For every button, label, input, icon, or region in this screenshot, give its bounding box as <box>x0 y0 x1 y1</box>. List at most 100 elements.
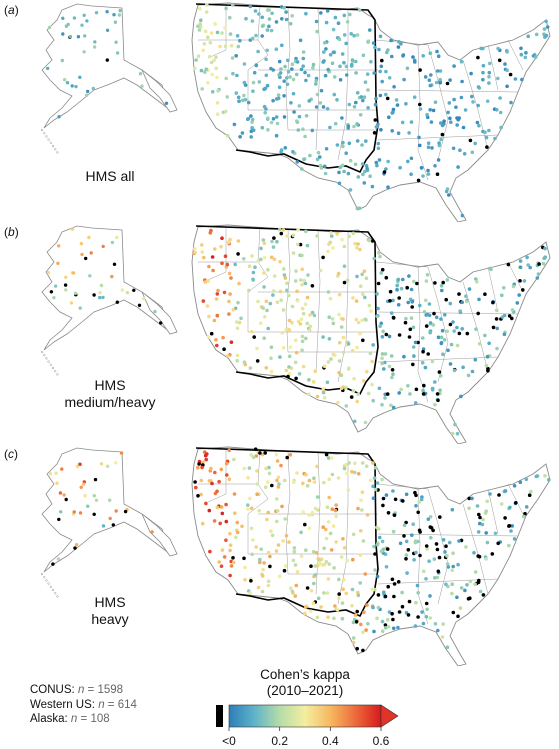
station-dot <box>455 431 460 436</box>
station-dot <box>48 472 53 476</box>
station-dot <box>344 73 349 77</box>
station-dot <box>263 110 267 115</box>
station-dot <box>328 125 332 130</box>
station-dot <box>488 266 493 271</box>
station-dot <box>429 535 433 540</box>
station-dot <box>399 286 404 291</box>
station-dot <box>283 64 287 69</box>
station-dot <box>203 29 208 34</box>
state-boundary <box>462 281 489 373</box>
station-dot <box>202 255 206 260</box>
station-dot <box>377 251 381 255</box>
station-dot <box>381 329 385 334</box>
station-dot <box>281 308 286 312</box>
state-boundary <box>247 449 269 554</box>
station-dot <box>227 312 231 316</box>
station-dot <box>292 549 297 554</box>
station-dot <box>521 514 526 519</box>
station-dot <box>125 290 130 295</box>
station-dot <box>379 321 383 326</box>
station-dot <box>365 72 370 76</box>
state-boundary <box>375 483 449 605</box>
station-dot <box>210 90 215 94</box>
station-dot <box>467 496 472 501</box>
station-dot <box>279 148 284 152</box>
station-dot <box>73 546 77 550</box>
station-dot <box>473 570 478 574</box>
station-dot <box>500 293 504 298</box>
station-dot <box>495 326 500 331</box>
station-dot <box>286 58 290 63</box>
station-dot <box>197 462 201 466</box>
station-dot <box>383 396 387 400</box>
station-dot <box>206 335 211 339</box>
station-dot <box>380 79 384 84</box>
station-dot <box>84 93 89 97</box>
station-dot <box>507 524 512 528</box>
station-dot <box>266 550 271 555</box>
station-dot <box>54 471 58 475</box>
station-dot <box>376 122 380 127</box>
station-dot <box>461 125 466 130</box>
station-dot <box>435 49 439 54</box>
station-dot <box>436 54 441 58</box>
station-dot <box>268 554 272 559</box>
station-dot <box>108 498 112 502</box>
station-dot <box>319 11 323 15</box>
aleutian-island <box>49 363 52 366</box>
station-dot <box>398 541 403 546</box>
station-dot <box>215 505 220 510</box>
station-dot <box>534 474 539 479</box>
station-dot <box>315 615 320 620</box>
station-dot <box>451 551 455 555</box>
station-dot <box>257 508 261 513</box>
station-dot <box>352 470 357 475</box>
station-dot <box>288 75 292 79</box>
station-dot <box>477 297 481 302</box>
station-dot <box>296 128 301 132</box>
station-dot <box>359 529 363 533</box>
station-dot <box>264 57 268 62</box>
station-dot <box>403 320 408 325</box>
station-dot <box>210 255 215 259</box>
station-dot <box>253 265 257 269</box>
station-dot <box>101 295 105 300</box>
station-dot <box>248 496 252 501</box>
station-dot <box>199 68 204 73</box>
station-dot <box>304 114 309 118</box>
station-dot <box>277 227 282 232</box>
station-dot <box>487 75 491 79</box>
station-dot <box>369 309 373 313</box>
station-dot <box>113 20 118 24</box>
station-dot <box>322 364 327 369</box>
station-dot <box>353 461 357 466</box>
station-dot <box>263 86 268 91</box>
station-dot <box>437 555 442 560</box>
station-dot <box>314 82 318 86</box>
station-dot <box>442 338 447 342</box>
station-dot <box>200 250 205 254</box>
state-boundary <box>247 5 269 110</box>
station-dot <box>263 451 267 455</box>
station-dot <box>336 476 341 480</box>
colorbar-tick-label: 0.6 <box>373 734 390 748</box>
station-dot <box>435 575 440 580</box>
station-dot <box>354 71 358 75</box>
station-dot <box>384 493 389 497</box>
station-dot <box>424 544 429 548</box>
state-boundary <box>487 266 499 313</box>
station-dot <box>432 311 436 316</box>
panel-letter: (b) <box>4 225 19 239</box>
station-dot <box>387 364 392 369</box>
station-dot <box>64 497 68 502</box>
station-dot <box>294 376 298 381</box>
station-dot <box>427 559 431 563</box>
station-dot <box>215 313 220 318</box>
station-dot <box>370 239 375 243</box>
station-dot <box>331 321 336 326</box>
station-dot <box>445 329 450 334</box>
station-dot <box>312 480 317 484</box>
station-dot <box>413 60 417 64</box>
station-dot <box>270 239 274 244</box>
station-dot <box>414 504 418 508</box>
